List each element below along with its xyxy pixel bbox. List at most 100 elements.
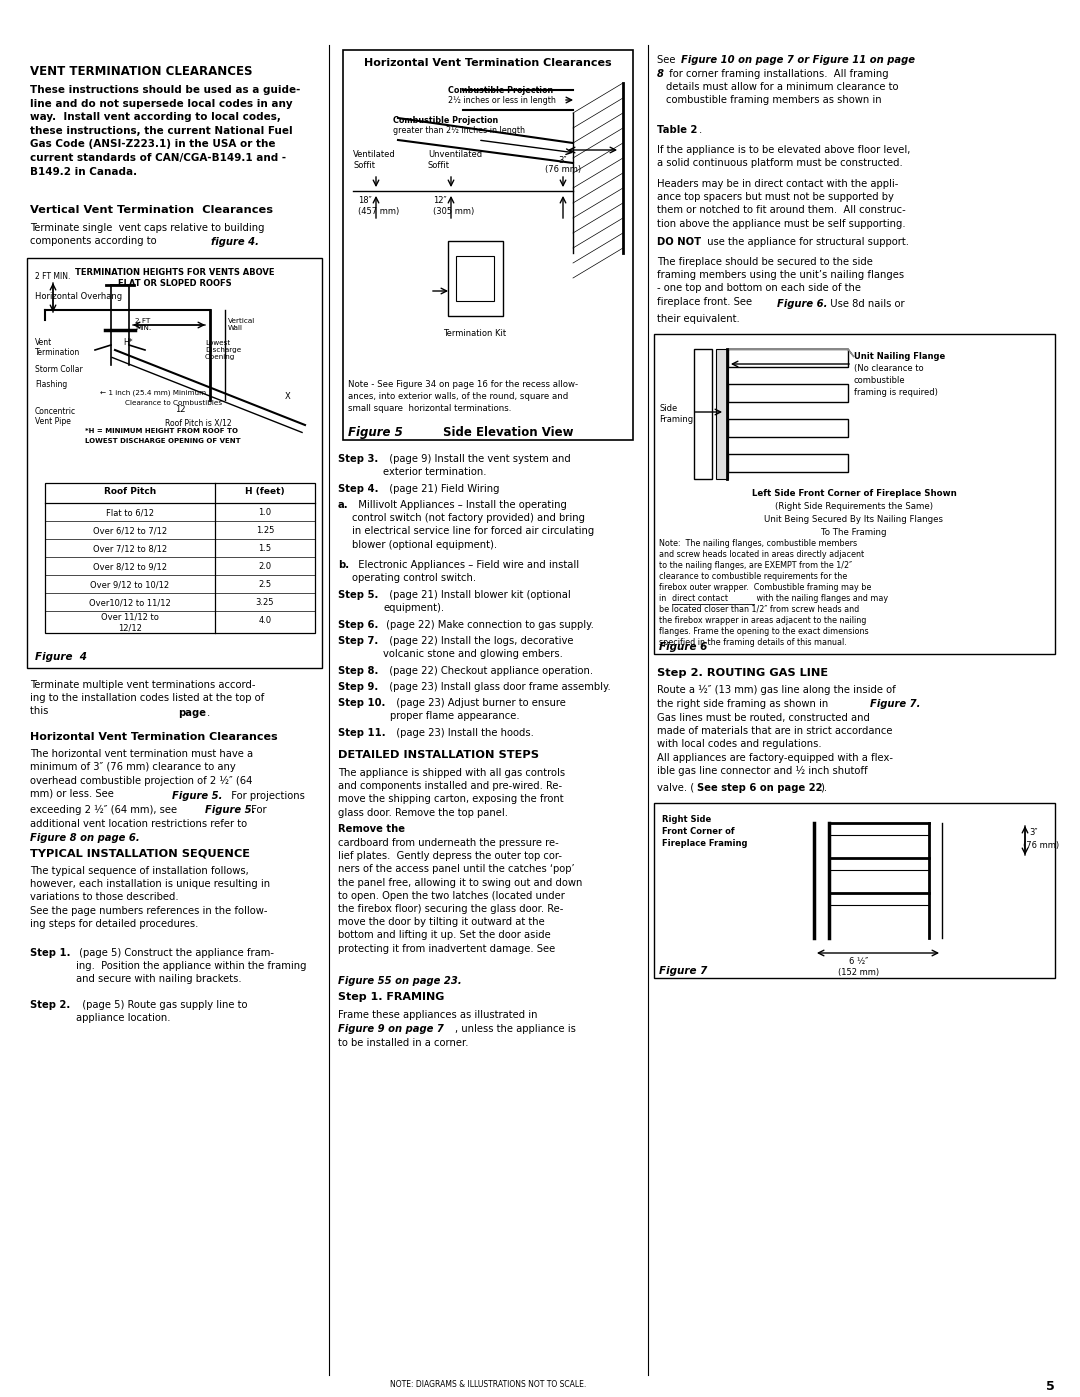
Text: (No clearance to: (No clearance to (854, 365, 923, 373)
Text: Step 7.: Step 7. (338, 636, 378, 645)
Text: for corner framing installations.  All framing
details must allow for a minimum : for corner framing installations. All fr… (666, 68, 899, 105)
Text: If the appliance is to be elevated above floor level,
a solid continuous platfor: If the appliance is to be elevated above… (657, 145, 910, 168)
Text: (page 22) Checkout appliance operation.: (page 22) Checkout appliance operation. (383, 666, 593, 676)
Text: (page 21) Install blower kit (optional
equipment).: (page 21) Install blower kit (optional e… (383, 590, 570, 613)
Text: *H = MINIMUM HEIGHT FROM ROOF TO: *H = MINIMUM HEIGHT FROM ROOF TO (85, 427, 238, 434)
Text: Unit Being Secured By Its Nailing Flanges: Unit Being Secured By Its Nailing Flange… (765, 515, 944, 524)
Text: direct contact: direct contact (672, 594, 728, 604)
Text: Front Corner of: Front Corner of (662, 827, 734, 835)
Text: DETAILED INSTALLATION STEPS: DETAILED INSTALLATION STEPS (338, 750, 539, 760)
Text: ).: ). (820, 782, 827, 793)
Text: Right Side: Right Side (662, 814, 712, 824)
Text: the right side framing as shown in: the right side framing as shown in (657, 698, 832, 710)
Text: Over 6/12 to 7/12: Over 6/12 to 7/12 (93, 527, 167, 535)
Bar (27, 258, 322, 668)
Text: 2.5: 2.5 (258, 580, 271, 590)
Bar (716, 349, 728, 479)
Text: be located closer than 1/2″ from screw heads and: be located closer than 1/2″ from screw h… (659, 605, 860, 615)
Text: .: . (207, 708, 211, 718)
Text: Electronic Appliances – Field wire and install
operating control switch.: Electronic Appliances – Field wire and i… (352, 560, 579, 583)
Text: Step 10.: Step 10. (338, 698, 386, 708)
Bar (728, 454, 848, 472)
Text: To The Framing: To The Framing (821, 528, 887, 536)
Text: NOTE: DIAGRAMS & ILLUSTRATIONS NOT TO SCALE.: NOTE: DIAGRAMS & ILLUSTRATIONS NOT TO SC… (390, 1380, 586, 1389)
Text: These instructions should be used as a guide-
line and do not supersede local co: These instructions should be used as a g… (30, 85, 300, 176)
Text: Remove the: Remove the (338, 824, 405, 834)
Text: Figure 8 on page 6.: Figure 8 on page 6. (30, 833, 139, 842)
Text: Step 9.: Step 9. (338, 682, 378, 692)
Text: 5: 5 (1047, 1380, 1055, 1393)
Text: Figure 9 on page 7: Figure 9 on page 7 (338, 1024, 444, 1034)
Text: 2 FT
MIN.: 2 FT MIN. (135, 319, 151, 331)
Bar (343, 50, 633, 440)
Text: FLAT OR SLOPED ROOFS: FLAT OR SLOPED ROOFS (118, 279, 232, 288)
Text: page: page (178, 708, 206, 718)
Text: Headers may be in direct contact with the appli-
ance top spacers but must not b: Headers may be in direct contact with th… (657, 179, 906, 242)
Text: (76 mm): (76 mm) (1023, 841, 1059, 849)
Bar (45, 483, 315, 633)
Text: 3″: 3″ (558, 156, 567, 165)
Text: Figure 5.: Figure 5. (172, 791, 222, 800)
Text: Unit Nailing Flange: Unit Nailing Flange (854, 352, 945, 360)
Text: 18″
(457 mm): 18″ (457 mm) (357, 196, 400, 217)
Text: See: See (657, 54, 678, 66)
Text: (76 mm): (76 mm) (545, 165, 581, 175)
Text: (page 23) Install the hoods.: (page 23) Install the hoods. (390, 728, 534, 738)
Text: The typical sequence of installation follows,
however, each installation is uniq: The typical sequence of installation fol… (30, 866, 270, 929)
Bar (654, 803, 1055, 978)
Text: Combustible Projection: Combustible Projection (393, 116, 498, 124)
Text: (page 23) Adjust burner to ensure
proper flame appearance.: (page 23) Adjust burner to ensure proper… (390, 698, 566, 721)
Text: (page 22) Make connection to gas supply.: (page 22) Make connection to gas supply. (383, 620, 594, 630)
Text: framing is required): framing is required) (854, 388, 937, 397)
Text: b.: b. (338, 560, 349, 570)
Text: Gas lines must be routed, constructed and
made of materials that are in strict a: Gas lines must be routed, constructed an… (657, 712, 893, 775)
Text: H*: H* (123, 338, 133, 346)
Text: TYPICAL INSTALLATION SEQUENCE: TYPICAL INSTALLATION SEQUENCE (30, 849, 249, 859)
Text: Vertical
Wall: Vertical Wall (228, 319, 255, 331)
Text: Flashing: Flashing (35, 380, 67, 388)
Bar (728, 384, 848, 402)
Text: Figure  4: Figure 4 (35, 652, 87, 662)
Text: Millivolt Appliances – Install the operating
control switch (not factory provide: Millivolt Appliances – Install the opera… (352, 500, 594, 549)
Text: Terminate multiple vent terminations accord-
ing to the installation codes liste: Terminate multiple vent terminations acc… (30, 680, 265, 717)
Text: to be installed in a corner.: to be installed in a corner. (338, 1038, 469, 1048)
Bar (448, 242, 503, 316)
Text: Route a ½″ (13 mm) gas line along the inside of: Route a ½″ (13 mm) gas line along the in… (657, 685, 895, 696)
Text: Side
Framing: Side Framing (659, 404, 693, 425)
Text: See step 6 on page 22: See step 6 on page 22 (697, 782, 823, 793)
Text: Frame these appliances as illustrated in: Frame these appliances as illustrated in (338, 1010, 538, 1020)
Text: exceeding 2 ½″ (64 mm), see: exceeding 2 ½″ (64 mm), see (30, 805, 180, 814)
Text: Figure 6: Figure 6 (659, 643, 707, 652)
Text: DO NOT: DO NOT (657, 237, 701, 247)
Text: use the appliance for structural support.: use the appliance for structural support… (704, 237, 909, 247)
Text: Table 2: Table 2 (657, 124, 698, 136)
Text: Termination Kit: Termination Kit (444, 330, 507, 338)
Text: 1.25: 1.25 (256, 527, 274, 535)
Text: Figure 10 on page 7 or Figure 11 on page: Figure 10 on page 7 or Figure 11 on page (681, 54, 915, 66)
Text: Horizontal Overhang: Horizontal Overhang (35, 292, 122, 300)
Text: (page 5) Route gas supply line to
appliance location.: (page 5) Route gas supply line to applia… (76, 1000, 247, 1023)
Text: (page 21) Field Wiring: (page 21) Field Wiring (383, 483, 499, 495)
Text: in: in (659, 594, 669, 604)
Text: Over 11/12 to
12/12: Over 11/12 to 12/12 (102, 613, 159, 633)
Text: a.: a. (338, 500, 349, 510)
Text: firebox outer wrapper.  Combustible framing may be: firebox outer wrapper. Combustible frami… (659, 583, 872, 592)
Text: to the nailing flanges, are EXEMPT from the 1/2″: to the nailing flanges, are EXEMPT from … (659, 562, 852, 570)
Text: Figure 5.: Figure 5. (205, 805, 255, 814)
Text: 8: 8 (657, 68, 664, 80)
Text: (page 23) Install glass door frame assembly.: (page 23) Install glass door frame assem… (383, 682, 611, 692)
Text: LOWEST DISCHARGE OPENING OF VENT: LOWEST DISCHARGE OPENING OF VENT (85, 439, 241, 444)
Text: Concentric
Vent Pipe: Concentric Vent Pipe (35, 407, 76, 426)
Text: 2 FT MIN.: 2 FT MIN. (35, 272, 70, 281)
Text: Over 9/12 to 10/12: Over 9/12 to 10/12 (91, 580, 170, 590)
Text: 12″
(305 mm): 12″ (305 mm) (433, 196, 474, 217)
Text: Step 1. FRAMING: Step 1. FRAMING (338, 992, 444, 1002)
Text: and screw heads located in areas directly adjacent: and screw heads located in areas directl… (659, 550, 864, 559)
Text: Vertical Vent Termination  Clearances: Vertical Vent Termination Clearances (30, 205, 273, 215)
Text: Unventilated
Soffit: Unventilated Soffit (428, 149, 482, 170)
Text: greater than 2½ inches in length: greater than 2½ inches in length (393, 126, 525, 136)
Text: (page 5) Construct the appliance fram-
ing.  Position the appliance within the f: (page 5) Construct the appliance fram- i… (76, 949, 307, 985)
Text: 6 ½″: 6 ½″ (849, 957, 868, 965)
Polygon shape (728, 349, 854, 358)
Text: Step 6.: Step 6. (338, 620, 378, 630)
